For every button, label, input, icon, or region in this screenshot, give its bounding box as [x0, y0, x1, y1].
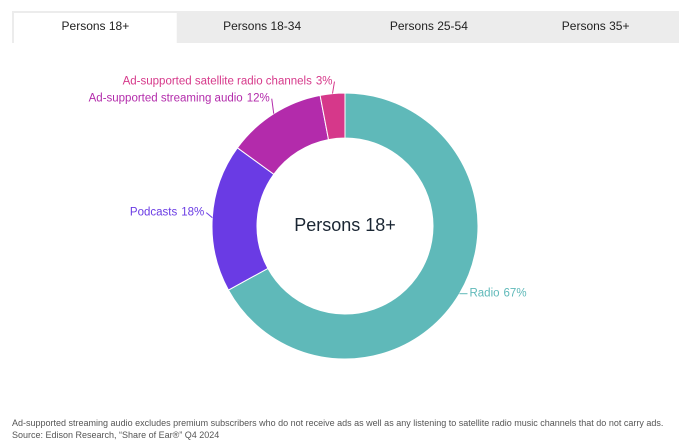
- value-label: 18%: [181, 207, 204, 219]
- category-label: Radio: [469, 288, 499, 300]
- tab[interactable]: Persons 18-34: [223, 19, 301, 33]
- leader-line: [271, 98, 275, 114]
- slice: [211, 147, 275, 291]
- category-label: Ad-supported satellite radio channels: [123, 76, 312, 88]
- tab[interactable]: Persons 25-54: [390, 19, 468, 33]
- category-label: Ad-supported streaming audio: [89, 93, 243, 105]
- leader-line: [205, 212, 213, 219]
- active-tab: [14, 13, 177, 43]
- slice: [227, 92, 479, 360]
- category-label: Podcasts: [130, 207, 178, 219]
- footnote: Ad-supported streaming audio excludes pr…: [12, 418, 663, 428]
- source: Source: Edison Research, “Share of Ear®”…: [12, 430, 219, 440]
- tab[interactable]: Persons 18+: [62, 19, 130, 33]
- value-label: 12%: [247, 93, 270, 105]
- slice-label: Podcasts 18%: [130, 207, 204, 219]
- center-label: Persons 18+: [294, 215, 396, 235]
- value-label: 3%: [316, 76, 333, 88]
- slice-label: Radio 67%: [469, 288, 526, 300]
- slice-label: Ad-supported satellite radio channels 3%: [123, 76, 333, 88]
- slice: [319, 92, 346, 141]
- leader-line: [331, 81, 335, 94]
- value-label: 67%: [504, 288, 527, 300]
- slice-label: Ad-supported streaming audio 12%: [89, 93, 270, 105]
- tab[interactable]: Persons 35+: [562, 19, 630, 33]
